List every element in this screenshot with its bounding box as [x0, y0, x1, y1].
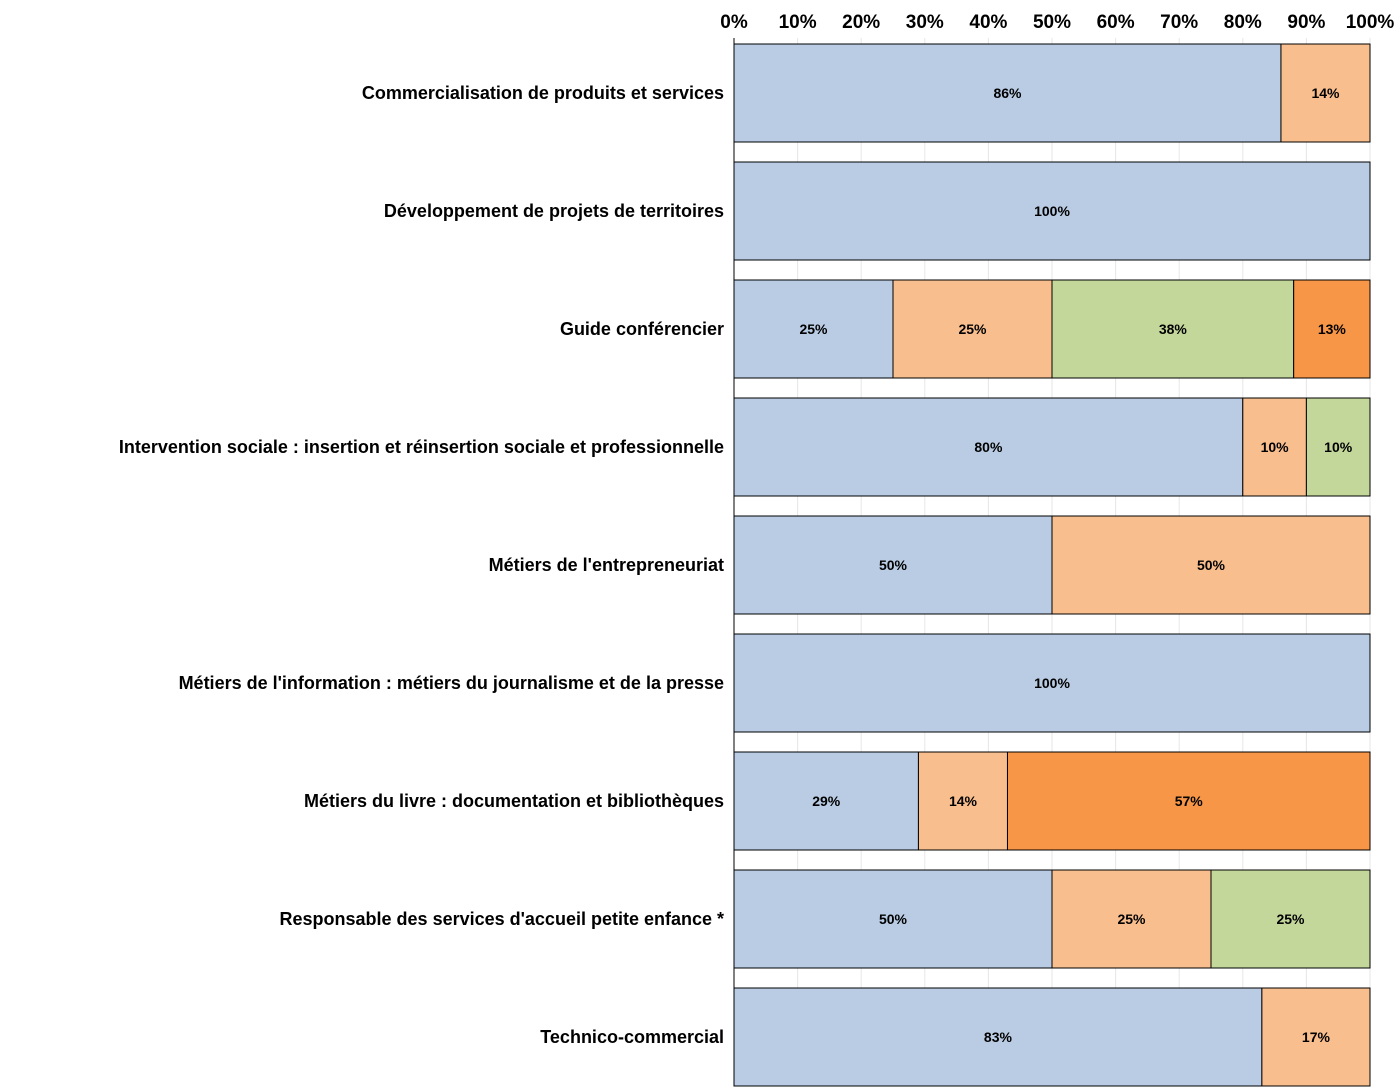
data-label: 14%: [949, 793, 978, 809]
bar-segment: [1280, 43, 1371, 143]
data-label: 14%: [1311, 85, 1340, 101]
data-label: 25%: [1276, 911, 1305, 927]
data-label: 38%: [1159, 321, 1188, 337]
x-tick-label: 10%: [779, 12, 817, 33]
data-label: 17%: [1302, 1029, 1331, 1045]
data-label: 50%: [879, 557, 908, 573]
x-tick-label: 40%: [969, 12, 1007, 33]
bar-segment: [1210, 869, 1371, 969]
category-label: Métiers de l'information : métiers du jo…: [179, 673, 724, 693]
data-label: 100%: [1034, 203, 1070, 219]
bar-segment: [1051, 515, 1371, 615]
category-label: Guide conférencier: [560, 319, 724, 339]
category-labels: Commercialisation de produits et service…: [119, 83, 724, 1047]
data-label: 86%: [993, 85, 1022, 101]
bars: 86% 14% 100% 25% 25% 38% 13% 80% 10% 10% 50% 50% 100…: [733, 43, 1371, 1087]
x-tick-label: 70%: [1160, 12, 1198, 33]
bar-segment: [892, 279, 1053, 379]
x-tick-label: 20%: [842, 12, 880, 33]
bar-segment: [1261, 987, 1371, 1087]
data-label: 25%: [958, 321, 987, 337]
bar-segment: [733, 633, 1371, 733]
bar-segment: [1305, 397, 1371, 497]
category-label: Technico-commercial: [540, 1027, 724, 1047]
data-label: 25%: [1117, 911, 1146, 927]
x-tick-label: 100%: [1346, 12, 1395, 33]
data-label: 10%: [1324, 439, 1353, 455]
category-label: Intervention sociale : insertion et réin…: [119, 437, 724, 457]
data-label: 57%: [1175, 793, 1204, 809]
data-label: 13%: [1318, 321, 1347, 337]
x-tick-label: 30%: [906, 12, 944, 33]
category-label: Métiers du livre : documentation et bibl…: [304, 791, 724, 811]
x-tick-label: 0%: [720, 12, 748, 33]
x-tick-label: 60%: [1097, 12, 1135, 33]
bar-segment: [1293, 279, 1371, 379]
x-tick-label: 50%: [1033, 12, 1071, 33]
bar-segment: [1051, 869, 1212, 969]
x-tick-label: 80%: [1224, 12, 1262, 33]
x-tick-label: 90%: [1287, 12, 1325, 33]
bar-segment: [733, 43, 1282, 143]
bar-segment: [733, 515, 1053, 615]
bar-segment: [733, 279, 894, 379]
bar-segment: [1006, 751, 1371, 851]
category-label: Métiers de l'entrepreneuriat: [489, 555, 724, 575]
category-label: Développement de projets de territoires: [384, 201, 724, 221]
data-label: 100%: [1034, 675, 1070, 691]
bar-segment: [733, 751, 919, 851]
category-label: Responsable des services d'accueil petit…: [280, 909, 724, 929]
data-label: 50%: [879, 911, 908, 927]
bar-segment: [1051, 279, 1295, 379]
bar-segment: [917, 751, 1008, 851]
data-label: 83%: [984, 1029, 1013, 1045]
data-label: 25%: [799, 321, 828, 337]
data-label: 29%: [812, 793, 841, 809]
x-axis-ticks: 0% 10% 20% 30% 40% 50% 60% 70% 80% 90% 100%: [720, 12, 1394, 33]
data-label: 80%: [974, 439, 1003, 455]
category-label: Commercialisation de produits et service…: [362, 83, 724, 103]
data-label: 50%: [1197, 557, 1226, 573]
data-label: 10%: [1261, 439, 1290, 455]
bar-segment: [733, 987, 1263, 1087]
bar-segment: [1242, 397, 1307, 497]
